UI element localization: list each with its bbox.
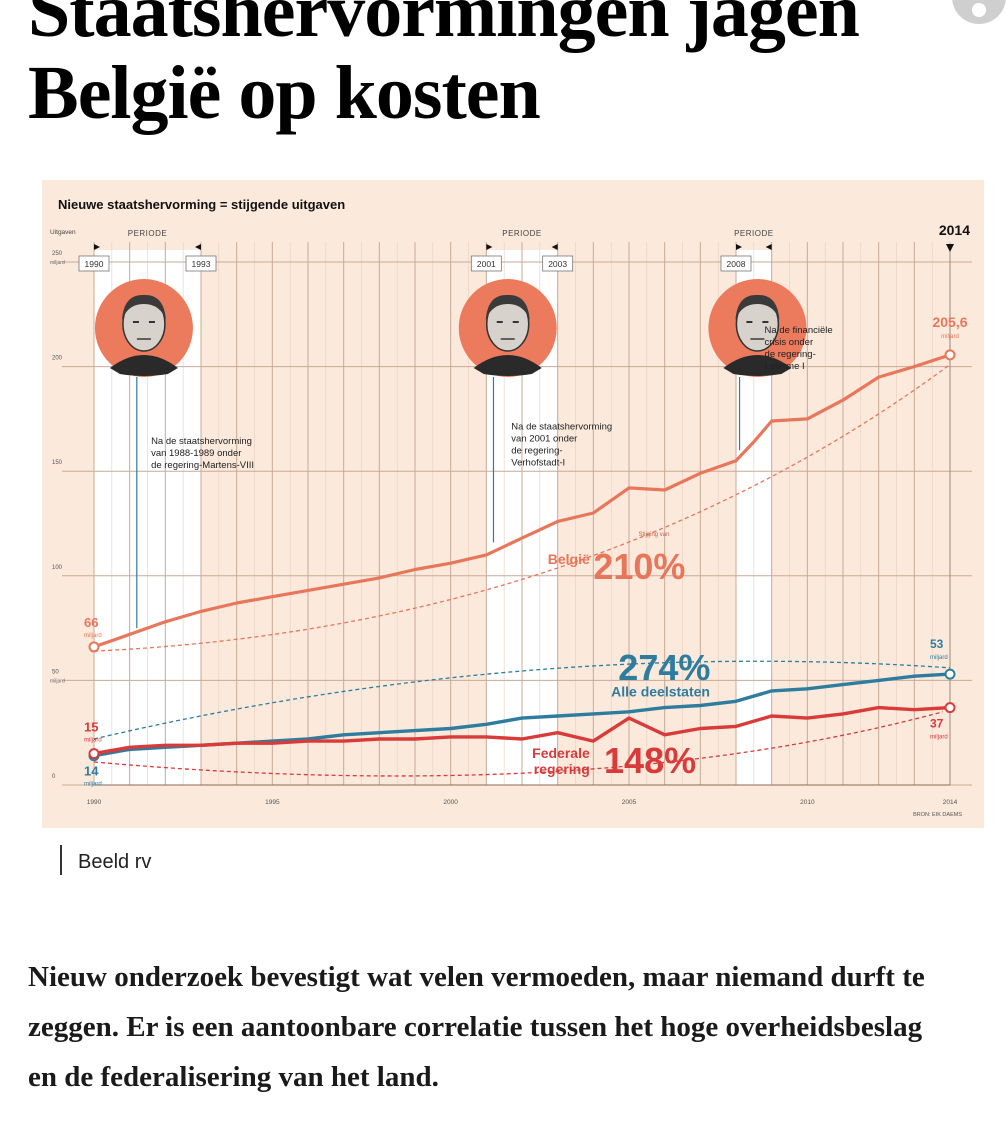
period-label-1: PERIODE <box>128 229 168 238</box>
image-caption: Beeld rv <box>60 845 151 875</box>
annotation-text-1: de regering-Martens-VIII <box>151 460 254 471</box>
annotation-text-1: van 1988-1989 onder <box>151 448 241 459</box>
article-headline: Staatshervormingen jagen België op koste… <box>28 0 860 135</box>
x-tick-label: 2000 <box>443 799 458 806</box>
y-tick-label: 200 <box>52 356 63 362</box>
federaal-start-value-unit: miljard <box>84 738 102 744</box>
x-tick-label: 1995 <box>265 799 280 806</box>
deelstaten-growth-arc <box>93 660 951 740</box>
period-label-2: PERIODE <box>502 229 542 238</box>
annotation-text-2: van 2001 onder <box>511 433 577 444</box>
portrait-hair <box>735 294 780 320</box>
period-year-box <box>720 255 752 272</box>
spending-chart: 250 miljard 200 150 100 50 miljard 0 1990 1995 200… <box>42 180 984 828</box>
series-line-3 <box>93 705 951 756</box>
annotation-text-3: de regering- <box>765 349 816 360</box>
y-tick-unit: miljard <box>50 260 65 266</box>
source-credit: BRON: EIK DAEMS <box>913 812 962 818</box>
portrait-hair <box>121 294 166 320</box>
annotation-text-3: Na de financiële <box>765 325 833 336</box>
annotation-text-2: Verhofstadt-I <box>511 457 565 468</box>
headline-line-1: Staatshervormingen jagen <box>28 0 860 53</box>
belgie-start-value: 66 <box>84 615 98 630</box>
headline-line-2: België op kosten <box>28 51 541 135</box>
series-end-dot <box>944 349 956 361</box>
period-start-arrow <box>736 244 742 250</box>
series-start-dot <box>88 748 100 760</box>
annotation-text-2: Na de staatshervorming <box>511 421 612 432</box>
y-tick-label: 0 <box>52 774 56 780</box>
period-label-3: PERIODE <box>734 229 774 238</box>
y-tick-label: 250 <box>52 251 63 257</box>
x-tick-label: 1990 <box>87 799 102 806</box>
series-end-dot <box>944 668 956 680</box>
period-year-label: 2001 <box>477 259 496 269</box>
article-intro: Nieuw onderzoek bevestigt wat velen verm… <box>28 961 925 1093</box>
chart-figure: 250 miljard 200 150 100 50 miljard 0 1990 1995 200… <box>42 180 984 828</box>
annotation-text-3: crisis onder <box>765 337 814 348</box>
x-tick-label: 2014 <box>943 799 958 806</box>
deelstaten-start-value: 14 <box>84 764 99 779</box>
y-tick-unit: miljard <box>50 678 65 684</box>
series-start-dot <box>88 641 100 653</box>
x-tick-label: 2005 <box>622 799 637 806</box>
deelstaten-name: Alle deelstaten <box>611 684 710 700</box>
belgie-end-value: 205,6 <box>932 314 967 330</box>
federaal-growth-arc <box>93 711 944 777</box>
period-year-box <box>542 255 574 272</box>
y-tick-label: 150 <box>52 460 63 466</box>
deelstaten-growth: 274% <box>618 647 710 688</box>
annotation-text-3: Leterme I <box>765 361 805 372</box>
belgie-growth: 210% <box>593 546 685 587</box>
belgie-end-value-unit: miljard <box>941 334 959 340</box>
belgie-start-value-unit: miljard <box>84 633 102 639</box>
annotation-text-1: Na de staatshervorming <box>151 436 252 447</box>
federaal-start-value: 15 <box>84 720 98 735</box>
federaal-name-line-1: Federale <box>532 745 590 761</box>
period-start-arrow <box>94 244 100 250</box>
period-year-box <box>78 255 110 272</box>
y-tick-label: 100 <box>52 565 63 571</box>
y-tick-label: 50 <box>52 669 59 675</box>
deelstaten-start-value-unit: miljard <box>84 782 102 788</box>
period-year-box <box>185 255 217 272</box>
belgie-growth-caption: Stijging van <box>638 532 669 538</box>
belgie-growth-arc <box>93 363 951 652</box>
federaal-end-value-unit: miljard <box>930 735 948 741</box>
portrait-shoulders <box>473 355 542 376</box>
period-end-arrow <box>765 244 772 250</box>
portrait-shoulders <box>109 355 178 376</box>
chart-title: Nieuwe staatshervorming = stijgende uitg… <box>58 197 345 212</box>
period-year-label: 2008 <box>727 259 746 269</box>
period-end-arrow <box>551 244 558 250</box>
series-line-1 <box>93 353 951 649</box>
federaal-end-value: 37 <box>930 717 944 731</box>
period-year-label: 2003 <box>548 259 567 269</box>
period-year-label: 1993 <box>192 259 211 269</box>
y-axis-label: Uitgaven <box>50 229 76 236</box>
close-button[interactable] <box>952 0 1006 24</box>
period-year-label: 1990 <box>85 259 104 269</box>
period-end-arrow <box>195 244 201 250</box>
portrait-hair <box>485 294 530 320</box>
belgie-name: België <box>548 551 590 567</box>
federaal-growth: 148% <box>604 740 696 781</box>
year-highlight: 2014 <box>939 222 970 238</box>
period-start-arrow <box>486 244 493 250</box>
deelstaten-end-value: 53 <box>930 637 944 651</box>
series-end-dot <box>944 702 956 714</box>
2014-marker-arrow <box>946 244 954 252</box>
portrait-shoulders <box>723 355 792 376</box>
annotation-text-2: de regering- <box>511 445 562 456</box>
x-tick-label: 2010 <box>800 799 815 806</box>
federaal-name-line-2: regering <box>534 761 590 777</box>
period-year-box <box>470 255 502 272</box>
deelstaten-end-value-unit: miljard <box>930 655 948 661</box>
